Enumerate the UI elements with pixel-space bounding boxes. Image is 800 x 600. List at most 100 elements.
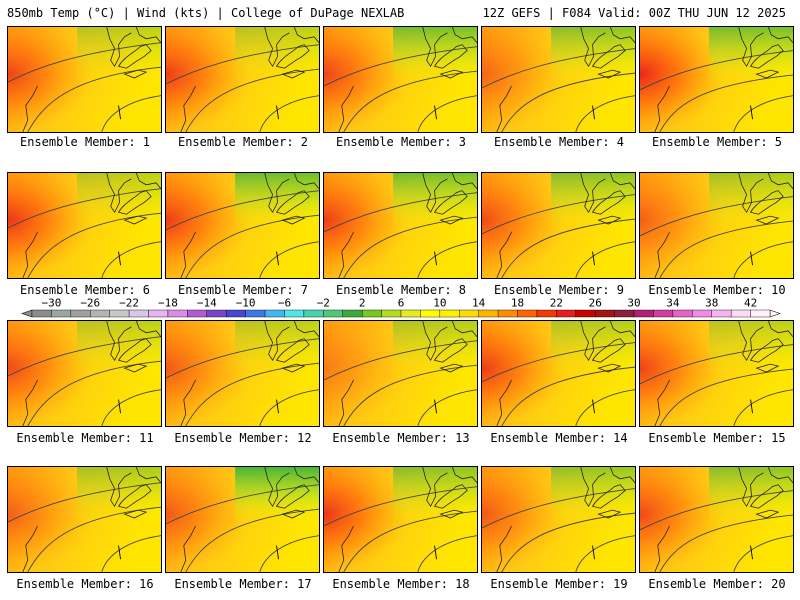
colorbar-tick-label: −18 — [158, 297, 178, 310]
colorbar-swatch — [556, 309, 576, 318]
ensemble-map-10 — [639, 172, 794, 279]
colorbar-tick-label: −22 — [119, 297, 139, 310]
ensemble-label-7: Ensemble Member: 7 — [177, 283, 309, 297]
colorbar-swatch — [128, 309, 149, 318]
colorbar-swatch — [633, 309, 654, 318]
colorbar-swatch — [323, 309, 343, 318]
ensemble-map-12 — [165, 320, 320, 427]
ensemble-map-2 — [165, 26, 320, 133]
colorbar-swatch — [206, 309, 227, 318]
colorbar-tick-label: 14 — [472, 297, 486, 310]
colorbar-tick-label: −30 — [41, 297, 61, 310]
colorbar-swatch — [517, 309, 538, 318]
ensemble-map-19 — [481, 466, 636, 573]
colorbar-swatch — [439, 309, 460, 318]
ensemble-map-6 — [7, 172, 162, 279]
colorbar-tick-label: 22 — [550, 297, 563, 310]
header-title-right: 12Z GEFS | F084 Valid: 00Z THU JUN 12 20… — [482, 6, 786, 20]
ensemble-label-19: Ensemble Member: 19 — [490, 577, 628, 591]
colorbar-swatch — [284, 309, 305, 318]
colorbar-swatch — [70, 309, 91, 318]
colorbar-swatch — [575, 309, 596, 318]
colorbar-swatch — [31, 309, 52, 318]
colorbar-tick-label: 38 — [705, 297, 718, 310]
colorbar-swatch — [730, 309, 751, 318]
colorbar-swatch — [167, 309, 188, 318]
colorbar-swatch — [692, 309, 712, 318]
colorbar-tick-label: 18 — [511, 297, 524, 310]
ensemble-map-5 — [639, 26, 794, 133]
ensemble-label-1: Ensemble Member: 1 — [19, 135, 151, 149]
colorbar-swatch — [226, 309, 246, 318]
colorbar-tick-label: 6 — [398, 297, 405, 310]
ensemble-map-13 — [323, 320, 478, 427]
colorbar-swatch — [381, 309, 402, 318]
colorbar-tick-label: 30 — [627, 297, 640, 310]
colorbar-swatch — [595, 309, 615, 318]
ensemble-map-11 — [7, 320, 162, 427]
ensemble-map-18 — [323, 466, 478, 573]
colorbar-swatch — [361, 309, 382, 318]
ensemble-label-18: Ensemble Member: 18 — [332, 577, 470, 591]
ensemble-label-13: Ensemble Member: 13 — [332, 431, 470, 445]
ensemble-map-20 — [639, 466, 794, 573]
colorbar-swatch — [51, 309, 72, 318]
ensemble-label-12: Ensemble Member: 12 — [174, 431, 312, 445]
ensemble-label-5: Ensemble Member: 5 — [651, 135, 783, 149]
ensemble-map-15 — [639, 320, 794, 427]
colorbar-swatch — [750, 309, 771, 318]
ensemble-label-6: Ensemble Member: 6 — [19, 283, 151, 297]
ensemble-label-4: Ensemble Member: 4 — [493, 135, 625, 149]
colorbar-tick-label: 42 — [744, 297, 757, 310]
ensemble-label-11: Ensemble Member: 11 — [16, 431, 154, 445]
colorbar-swatch — [342, 309, 363, 318]
ensemble-label-20: Ensemble Member: 20 — [648, 577, 786, 591]
header-title-left: 850mb Temp (°C) | Wind (kts) | College o… — [7, 6, 405, 20]
ensemble-label-14: Ensemble Member: 14 — [490, 431, 628, 445]
colorbar-arrow-high — [769, 309, 781, 318]
colorbar-swatch — [536, 309, 557, 318]
ensemble-map-1 — [7, 26, 162, 133]
colorbar-tick-label: 10 — [433, 297, 446, 310]
colorbar-swatch — [497, 309, 518, 318]
ensemble-map-3 — [323, 26, 478, 133]
ensemble-label-2: Ensemble Member: 2 — [177, 135, 309, 149]
colorbar-tick-label: 34 — [666, 297, 680, 310]
colorbar-swatch — [187, 309, 207, 318]
colorbar-swatch — [90, 309, 110, 318]
ensemble-map-17 — [165, 466, 320, 573]
ensemble-map-9 — [481, 172, 636, 279]
ensemble-map-8 — [323, 172, 478, 279]
colorbar-tick-label: 26 — [589, 297, 602, 310]
colorbar-swatch — [420, 309, 441, 318]
colorbar-swatch — [245, 309, 266, 318]
ensemble-map-14 — [481, 320, 636, 427]
colorbar-tick-label: −10 — [236, 297, 256, 310]
colorbar-swatch — [478, 309, 499, 318]
colorbar-swatch — [264, 309, 285, 318]
colorbar-swatch — [148, 309, 169, 318]
colorbar-arrow-low — [21, 309, 33, 318]
colorbar-tick-label: −2 — [317, 297, 330, 310]
colorbar-swatch — [614, 309, 635, 318]
colorbar-swatch — [400, 309, 421, 318]
colorbar-swatch — [672, 309, 693, 318]
colorbar-tick-label: 2 — [359, 297, 366, 310]
colorbar-tick-label: −6 — [278, 297, 291, 310]
ensemble-label-15: Ensemble Member: 15 — [648, 431, 786, 445]
colorbar-tick-label: −14 — [197, 297, 217, 310]
colorbar-swatch — [303, 309, 324, 318]
colorbar-swatch — [109, 309, 130, 318]
ensemble-label-8: Ensemble Member: 8 — [335, 283, 467, 297]
ensemble-map-7 — [165, 172, 320, 279]
colorbar-swatch — [711, 309, 732, 318]
colorbar-swatch — [459, 309, 479, 318]
ensemble-label-3: Ensemble Member: 3 — [335, 135, 467, 149]
ensemble-map-16 — [7, 466, 162, 573]
ensemble-label-9: Ensemble Member: 9 — [493, 283, 625, 297]
colorbar-tick-label: −26 — [80, 297, 100, 310]
ensemble-label-16: Ensemble Member: 16 — [16, 577, 154, 591]
ensemble-map-4 — [481, 26, 636, 133]
ensemble-label-10: Ensemble Member: 10 — [648, 283, 786, 297]
colorbar-swatch — [653, 309, 674, 318]
